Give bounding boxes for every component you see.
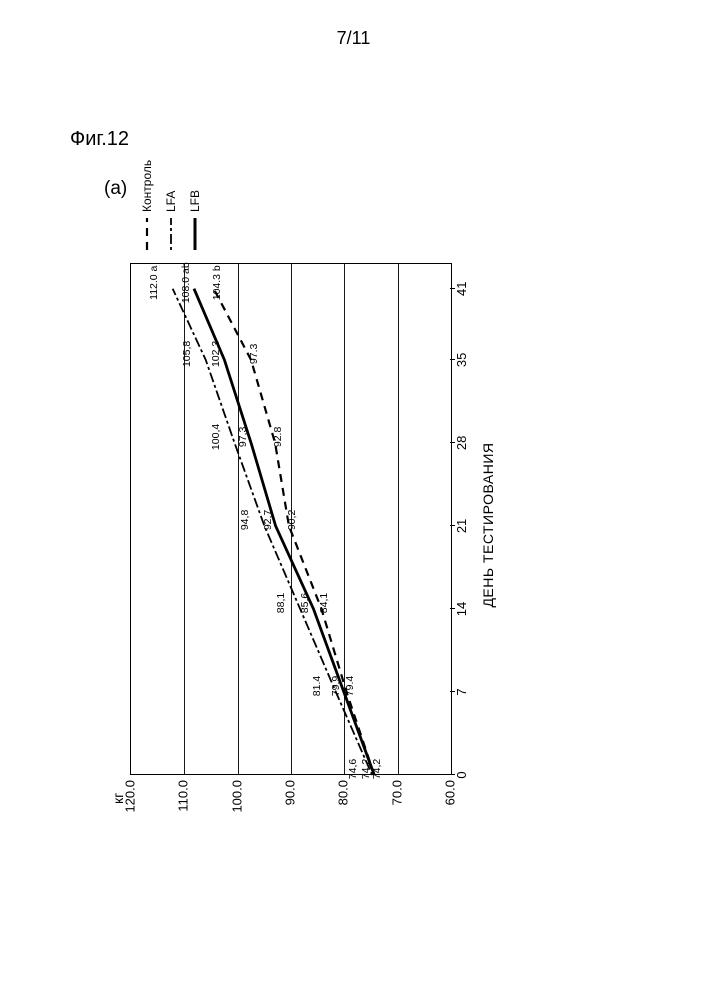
- page-number: 7/11: [0, 28, 707, 49]
- x-tick-label: 35: [454, 340, 469, 380]
- y-tick-label: 100.0: [229, 780, 244, 840]
- y-tick-label: 110.0: [176, 780, 191, 840]
- x-axis-title: ДЕНЬ ТЕСТИРОВАНИЯ: [480, 210, 496, 840]
- point-label: 85,6: [299, 593, 311, 613]
- point-label: 74,2: [371, 759, 383, 779]
- point-label: 74,6: [347, 759, 359, 779]
- point-label: 104.3 b: [211, 265, 223, 300]
- chart-container: кг ДЕНЬ ТЕСТИРОВАНИЯ КонтрольLFALFB 60.0…: [100, 210, 520, 840]
- x-tick: [450, 691, 455, 692]
- x-tick-label: 28: [454, 423, 469, 463]
- legend-label: LFB: [188, 190, 202, 212]
- x-tick: [450, 359, 455, 360]
- x-tick-label: 21: [454, 506, 469, 546]
- legend-swatch: [143, 218, 151, 250]
- x-tick: [450, 442, 455, 443]
- point-label: 88,1: [275, 593, 287, 613]
- point-label: 81.4: [311, 676, 323, 696]
- x-tick: [450, 525, 455, 526]
- legend-swatch: [167, 218, 175, 250]
- point-label: 100,4: [210, 424, 222, 450]
- point-label: 112.0 a: [148, 266, 160, 300]
- legend-item: Контроль: [140, 140, 154, 250]
- point-label: 79.4: [344, 676, 356, 696]
- legend-label: Контроль: [140, 160, 154, 212]
- point-label: 84,1: [318, 593, 330, 613]
- point-label: 90,2: [286, 510, 298, 530]
- point-label: 105,8: [181, 341, 193, 367]
- point-label: 108.0 ab: [180, 262, 192, 303]
- figure-label: Фиг.12: [70, 128, 129, 151]
- y-tick-label: 120.0: [123, 780, 138, 840]
- point-label: 94,8: [239, 510, 251, 530]
- legend-label: LFA: [164, 191, 178, 212]
- legend-item: LFA: [164, 140, 178, 250]
- series-line-LFA: [173, 289, 372, 775]
- x-tick: [450, 774, 455, 775]
- legend: Контроль LFA LFB: [140, 140, 212, 250]
- point-label: 92,7: [262, 510, 274, 530]
- point-label: 97.3: [248, 344, 260, 364]
- x-tick-label: 41: [454, 269, 469, 309]
- legend-swatch: [191, 218, 199, 250]
- y-tick-label: 90.0: [283, 780, 298, 840]
- legend-item: LFB: [188, 140, 202, 250]
- x-tick: [450, 288, 455, 289]
- x-tick-label: 7: [454, 672, 469, 712]
- point-label: 102,3: [210, 341, 222, 367]
- point-label: 74,2: [360, 759, 372, 779]
- x-tick-label: 0: [454, 755, 469, 795]
- series-line-Контроль: [214, 289, 375, 775]
- x-tick-label: 14: [454, 589, 469, 629]
- point-label: 92.8: [272, 427, 284, 447]
- x-tick: [450, 608, 455, 609]
- y-tick-label: 80.0: [336, 780, 351, 840]
- subfigure-label: (a): [104, 178, 127, 200]
- point-label: 97,3: [237, 427, 249, 447]
- y-tick-label: 70.0: [389, 780, 404, 840]
- point-label: 79.9: [330, 676, 342, 696]
